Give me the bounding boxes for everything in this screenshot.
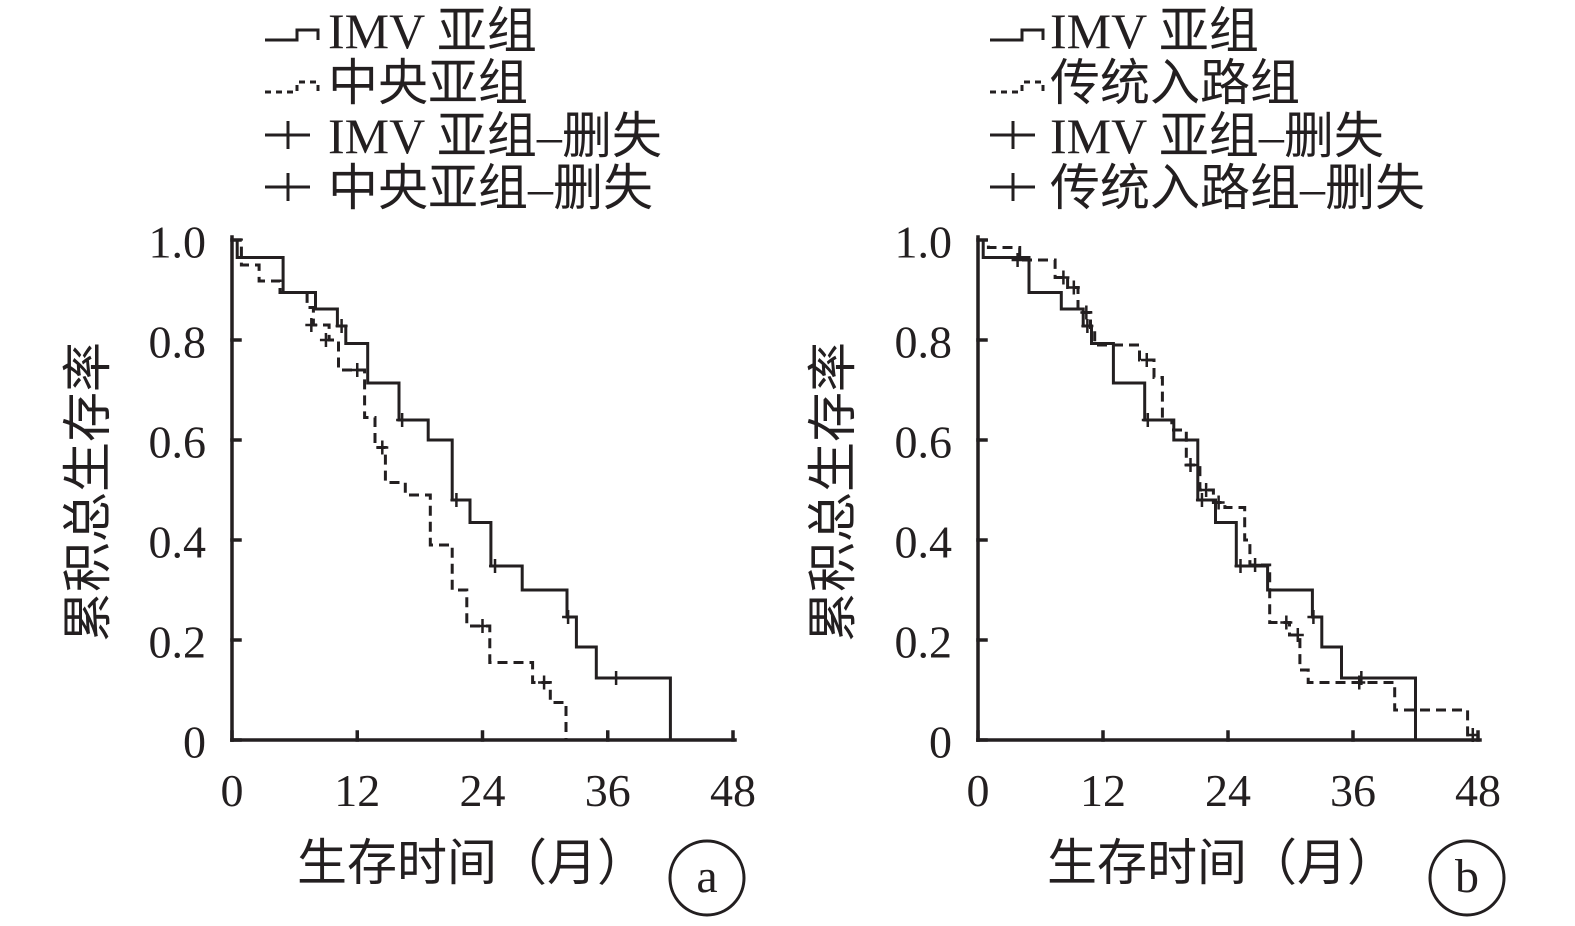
censor-mark [450, 493, 463, 507]
legend-censor-plus-symbol [990, 173, 1035, 201]
legend-label: 中央亚组–删失 [328, 160, 653, 216]
x-tick-label: 24 [1205, 765, 1251, 816]
plot-area: 0 0.2 0.4 0.6 0.8 1.0 0 12 24 36 48 [895, 217, 1502, 817]
panel-label-circle [668, 839, 746, 917]
survival-curve-solid [232, 238, 672, 740]
plot-area: 0 0.2 0.4 0.6 0.8 1.0 0 12 24 36 48 [149, 217, 757, 817]
legend: IMV 亚组 传统入路组 IMV 亚组–删失 传统入路组–删失 [990, 3, 1425, 216]
censor-mark [610, 671, 623, 685]
censor-mark [319, 333, 332, 347]
y-tick-label: 0.6 [895, 417, 953, 468]
legend-label: IMV 亚组 [1050, 3, 1259, 59]
censor-mark [1140, 353, 1153, 367]
survival-curve-dashed [978, 238, 1470, 740]
censor-mark [489, 559, 502, 573]
y-tick-label: 0.4 [895, 517, 953, 568]
x-tick-label: 12 [334, 765, 380, 816]
censor-mark [1466, 728, 1479, 742]
censor-mark [396, 413, 409, 427]
censor-mark [538, 675, 551, 690]
censor-mark [1249, 558, 1262, 572]
y-axis-title: 累积总生存率 [60, 342, 116, 642]
x-tick-label: 36 [1330, 765, 1376, 816]
panel-label-circle [1428, 839, 1506, 917]
censor-mark [1011, 253, 1024, 267]
censor-mark [1057, 270, 1070, 285]
x-tick-label: 48 [1455, 765, 1501, 816]
x-tick-label: 0 [221, 765, 244, 816]
legend-censor-plus-symbol [990, 121, 1035, 149]
censor-mark [1184, 458, 1197, 472]
legend-label: IMV 亚组–删失 [1050, 108, 1384, 164]
legend-solid-line-symbol [265, 28, 320, 42]
censor-mark [1291, 628, 1304, 642]
x-tick-label: 0 [967, 765, 990, 816]
censor-mark [1212, 495, 1225, 510]
censor-mark [562, 610, 575, 624]
legend-label: IMV 亚组 [328, 3, 537, 59]
legend-censor-plus-symbol [265, 173, 310, 201]
legend-dashed-line-symbol [265, 80, 320, 94]
x-tick-label: 48 [710, 765, 756, 816]
x-axis-title: 生存时间（月） [1047, 835, 1397, 891]
y-tick-label: 0 [183, 717, 206, 768]
x-tick-label: 12 [1080, 765, 1126, 816]
censor-mark [1307, 610, 1320, 624]
panel-b: IMV 亚组 传统入路组 IMV 亚组–删失 传统入路组–删失 累积总生存率 生… [805, 3, 1506, 917]
panel-label: a [696, 850, 717, 903]
x-tick-label: 36 [585, 765, 631, 816]
censor-mark [1067, 280, 1080, 295]
x-axis-title: 生存时间（月） [297, 835, 647, 891]
y-tick-label: 0.2 [149, 617, 207, 668]
panel-a: IMV 亚组 中央亚组 IMV 亚组–删失 中央亚组–删失 累积总生存率 生存时… [60, 3, 757, 917]
panel-label: b [1455, 850, 1479, 903]
y-tick-label: 0.6 [149, 417, 207, 468]
y-tick-label: 0.4 [149, 517, 207, 568]
y-tick-label: 0.8 [149, 317, 207, 368]
survival-curve-dashed [232, 238, 568, 740]
survival-curve-solid [978, 238, 1417, 740]
censor-mark [1080, 305, 1093, 320]
censor-mark [1195, 493, 1208, 507]
censor-mark [476, 619, 489, 633]
censor-mark [1141, 413, 1154, 427]
y-tick-label: 1.0 [895, 217, 953, 268]
y-tick-label: 0.2 [895, 617, 953, 668]
y-tick-label: 1.0 [149, 217, 207, 268]
y-axis-title: 累积总生存率 [805, 342, 861, 642]
y-tick-label: 0 [929, 717, 952, 768]
censor-mark [1234, 559, 1247, 573]
legend-censor-plus-symbol [265, 121, 310, 149]
censor-mark [305, 318, 318, 332]
censor-mark [1200, 483, 1213, 497]
legend-label: IMV 亚组–删失 [328, 108, 662, 164]
legend-label: 传统入路组 [1050, 55, 1300, 111]
y-tick-label: 0.8 [895, 317, 953, 368]
legend: IMV 亚组 中央亚组 IMV 亚组–删失 中央亚组–删失 [265, 3, 662, 216]
censor-mark [1353, 675, 1366, 690]
legend-label: 传统入路组–删失 [1050, 160, 1425, 216]
censor-mark [335, 319, 348, 333]
censor-mark [1280, 615, 1293, 630]
censor-mark [376, 440, 389, 455]
x-tick-label: 24 [460, 765, 506, 816]
legend-dashed-line-symbol [990, 80, 1045, 94]
censor-mark [351, 363, 364, 377]
legend-label: 中央亚组 [328, 55, 528, 111]
legend-solid-line-symbol [990, 28, 1045, 42]
